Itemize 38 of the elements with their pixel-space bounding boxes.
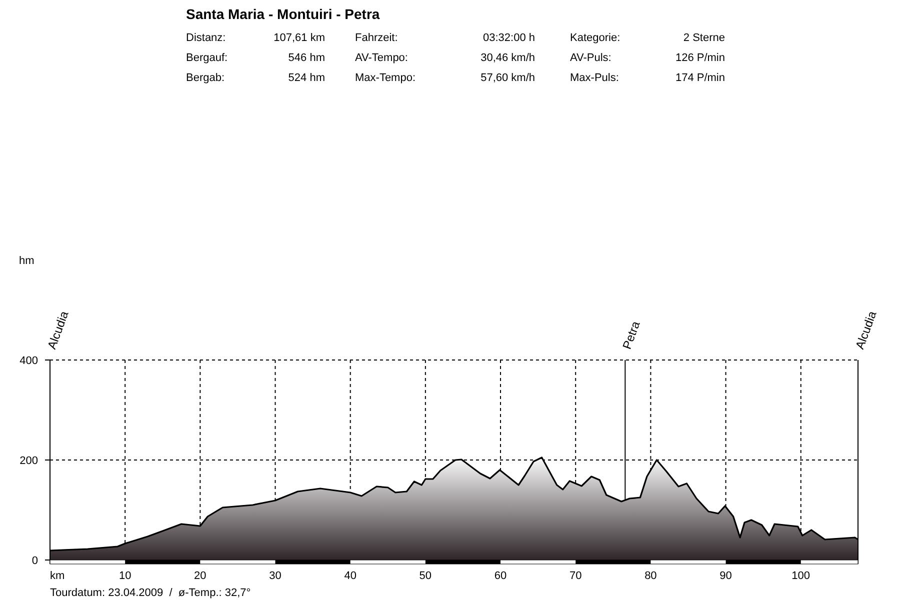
x-tick-label: 10	[118, 570, 132, 582]
x-axis-title: km	[50, 570, 65, 582]
text: Max-Puls:	[570, 72, 619, 84]
x-tick-label: 100	[792, 570, 810, 582]
text: Tourdatum: 23.04.2009 / ø-Temp.: 32,7°	[50, 587, 251, 599]
text: 126 P/min	[675, 52, 725, 64]
x-tick-label: 20	[194, 570, 206, 582]
text: 174 P/min	[675, 72, 725, 84]
x-tick-label: 90	[720, 570, 732, 582]
text: Bergauf:	[186, 52, 228, 64]
text: 03:32:00 h	[483, 32, 535, 44]
x-tick-label: 80	[644, 570, 657, 582]
ref-line-label: Petra	[620, 318, 643, 352]
text: Alcudia	[852, 308, 880, 352]
text: 30,46 km/h	[480, 52, 535, 64]
text: Kategorie:	[570, 32, 620, 44]
text: 107,61 km	[274, 32, 325, 44]
y-tick-label: 200	[20, 455, 38, 467]
text: hm	[19, 255, 34, 267]
text: Alcudia	[44, 308, 72, 352]
text: 546 hm	[288, 52, 325, 64]
x-tick-label: 50	[419, 570, 432, 582]
text: AV-Tempo:	[355, 52, 408, 64]
text: Max-Tempo:	[355, 72, 416, 84]
text: 57,60 km/h	[480, 72, 535, 84]
x-tick-label: 70	[569, 570, 582, 582]
text: Fahrzeit:	[355, 32, 398, 44]
chart-title: Santa Maria - Montuiri - Petra	[186, 6, 380, 22]
text: 2 Sterne	[683, 32, 725, 44]
text: 524 hm	[288, 72, 325, 84]
text: Bergab:	[186, 72, 225, 84]
x-tick-label: 40	[344, 570, 356, 582]
y-tick-label: 0	[32, 555, 38, 567]
text: Distanz:	[186, 32, 226, 44]
x-tick-label: 60	[494, 570, 507, 582]
x-tick-label: 30	[269, 570, 282, 582]
text: AV-Puls:	[570, 52, 612, 64]
y-tick-label: 400	[20, 355, 38, 367]
